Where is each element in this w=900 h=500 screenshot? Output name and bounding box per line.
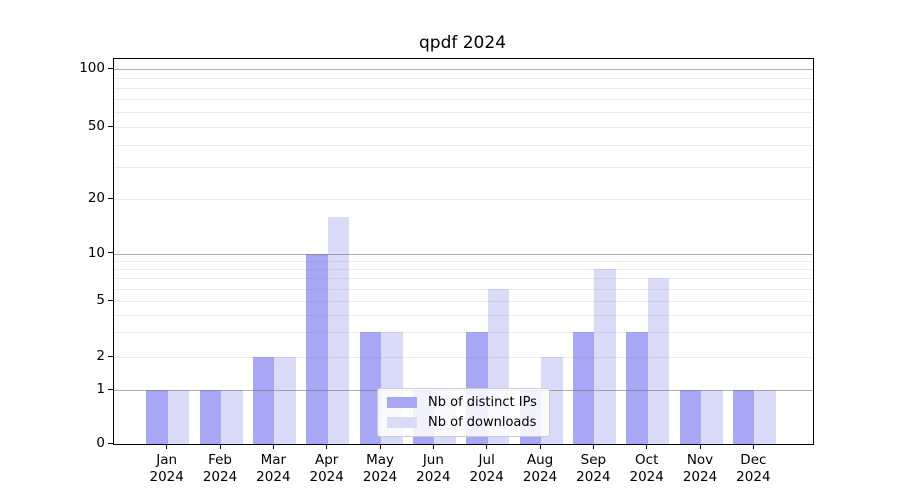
x-tick-mark-jan bbox=[166, 444, 168, 450]
y-minor-gridline-6 bbox=[114, 288, 813, 290]
y-tick-mark-10 bbox=[108, 252, 113, 254]
bar-distinct-ips-feb bbox=[199, 390, 222, 444]
legend-swatch-distinct-ips bbox=[387, 397, 417, 408]
y-minor-gridline-80 bbox=[114, 87, 813, 89]
legend-entry-distinct-ips: Nb of distinct IPs bbox=[387, 395, 537, 410]
y-tick-label-1: 1 bbox=[96, 381, 105, 397]
x-tick-mark-jun bbox=[432, 444, 435, 450]
legend-label-distinct-ips: Nb of distinct IPs bbox=[428, 395, 537, 410]
x-tick-label-dec: Dec 2024 bbox=[736, 452, 771, 485]
bar-downloads-feb bbox=[221, 390, 243, 444]
y-minor-gridline-2 bbox=[114, 357, 813, 358]
x-tick-mark-apr bbox=[326, 444, 328, 450]
y-tick-label-0: 0 bbox=[96, 435, 105, 451]
bar-downloads-sep bbox=[594, 268, 616, 444]
y-tick-mark-5 bbox=[108, 299, 113, 301]
legend: Nb of distinct IPs Nb of downloads bbox=[377, 388, 550, 437]
bar-distinct-ips-jan bbox=[146, 390, 168, 444]
y-minor-gridline-5 bbox=[114, 301, 813, 302]
y-minor-gridline-70 bbox=[114, 98, 813, 100]
bar-downloads-dec bbox=[754, 390, 776, 444]
y-minor-gridline-40 bbox=[114, 144, 813, 146]
bar-distinct-ips-may bbox=[359, 332, 382, 444]
y-tick-label-100: 100 bbox=[79, 60, 105, 76]
legend-entry-downloads: Nb of downloads bbox=[387, 415, 537, 430]
x-tick-mark-dec bbox=[752, 444, 755, 450]
y-minor-gridline-3 bbox=[114, 332, 813, 334]
x-tick-mark-sep bbox=[592, 444, 595, 450]
legend-swatch-downloads bbox=[387, 417, 417, 428]
y-minor-gridline-30 bbox=[114, 167, 813, 169]
x-tick-label-jul: Jul 2024 bbox=[469, 452, 504, 485]
bar-downloads-apr bbox=[327, 216, 350, 444]
bar-distinct-ips-sep bbox=[572, 332, 595, 444]
y-minor-gridline-8 bbox=[114, 268, 813, 270]
y-tick-mark-0 bbox=[108, 442, 113, 444]
y-tick-label-5: 5 bbox=[96, 292, 105, 308]
y-tick-mark-100 bbox=[108, 67, 113, 69]
x-tick-mark-mar bbox=[272, 444, 275, 450]
x-tick-label-jan: Jan 2024 bbox=[149, 452, 184, 485]
x-tick-label-nov: Nov 2024 bbox=[682, 452, 718, 485]
y-tick-label-50: 50 bbox=[87, 118, 105, 134]
bar-downloads-jan bbox=[167, 390, 190, 444]
y-minor-gridline-20 bbox=[114, 199, 813, 201]
chart-title: qpdf 2024 bbox=[418, 33, 507, 53]
x-tick-label-oct: Oct 2024 bbox=[629, 452, 664, 485]
y-minor-gridline-60 bbox=[114, 111, 813, 113]
bar-downloads-oct bbox=[647, 278, 670, 444]
bar-downloads-mar bbox=[274, 357, 296, 444]
y-major-gridline-100 bbox=[114, 69, 813, 70]
x-tick-label-sep: Sep 2024 bbox=[576, 452, 611, 485]
x-tick-mark-feb bbox=[219, 444, 221, 450]
y-minor-gridline-90 bbox=[114, 77, 813, 79]
bar-downloads-nov bbox=[701, 390, 723, 444]
legend-label-downloads: Nb of downloads bbox=[428, 415, 537, 430]
x-tick-mark-jul bbox=[486, 444, 488, 450]
x-tick-label-feb: Feb 2024 bbox=[202, 452, 238, 485]
x-tick-mark-aug bbox=[539, 444, 541, 450]
y-tick-mark-2 bbox=[108, 355, 113, 357]
y-tick-label-2: 2 bbox=[96, 348, 105, 364]
bar-distinct-ips-nov bbox=[679, 390, 702, 444]
bar-distinct-ips-dec bbox=[732, 390, 755, 444]
x-tick-label-may: May 2024 bbox=[362, 452, 398, 485]
y-tick-label-10: 10 bbox=[87, 244, 105, 261]
x-tick-mark-may bbox=[379, 444, 381, 450]
y-major-gridline-10 bbox=[114, 253, 813, 255]
y-minor-gridline-7 bbox=[114, 278, 813, 280]
y-tick-mark-20 bbox=[108, 197, 113, 200]
y-minor-gridline-4 bbox=[114, 314, 813, 316]
x-tick-label-mar: Mar 2024 bbox=[256, 452, 291, 485]
y-tick-mark-1 bbox=[108, 388, 113, 390]
x-tick-mark-oct bbox=[646, 444, 648, 450]
x-tick-label-aug: Aug 2024 bbox=[522, 452, 558, 485]
plot-area bbox=[113, 58, 814, 445]
x-tick-label-jun: Jun 2024 bbox=[416, 452, 451, 485]
y-tick-mark-50 bbox=[108, 125, 113, 127]
y-tick-label-20: 20 bbox=[87, 190, 105, 207]
bar-distinct-ips-oct bbox=[626, 332, 648, 444]
x-tick-label-apr: Apr 2024 bbox=[309, 452, 344, 485]
x-tick-mark-nov bbox=[699, 444, 701, 450]
y-minor-gridline-9 bbox=[114, 260, 813, 262]
y-minor-gridline-50 bbox=[114, 127, 813, 128]
bar-distinct-ips-mar bbox=[252, 357, 275, 444]
bar-distinct-ips-apr bbox=[306, 253, 328, 444]
